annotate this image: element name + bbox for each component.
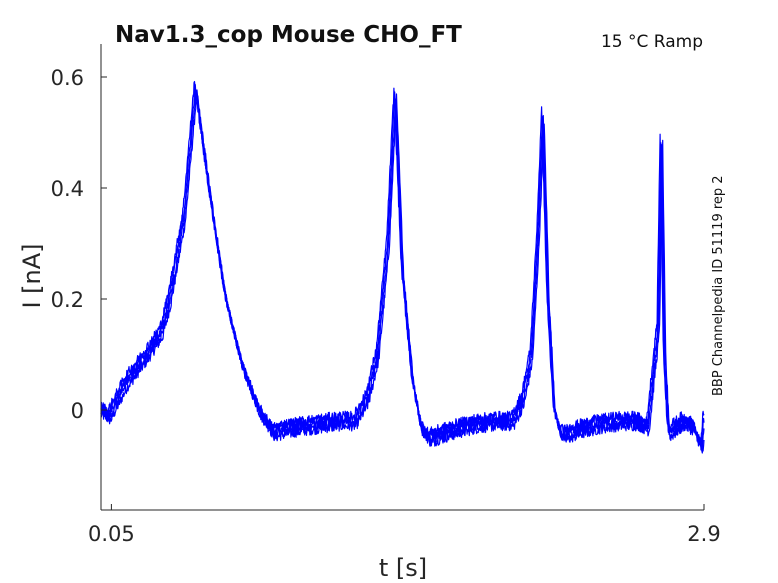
y-tick-group: 0 0.2 0.4 0.6 <box>51 66 107 423</box>
y-tick-label: 0.6 <box>51 66 84 90</box>
x-tick-label: 2.9 <box>687 522 720 546</box>
channelpedia-id-label: BBP Channelpedia ID 51119 rep 2 <box>711 175 726 396</box>
y-tick-label: 0.2 <box>51 288 84 312</box>
x-tick-label: 0.05 <box>88 522 135 546</box>
current-trace-line <box>100 80 705 447</box>
y-axis-label: I [nA] <box>18 243 46 308</box>
x-tick-group: 0.05 2.9 <box>88 504 721 546</box>
x-axis-label: t [s] <box>379 554 427 582</box>
condition-label: 15 °C Ramp <box>601 32 703 52</box>
trace-group <box>100 80 705 454</box>
y-tick-label: 0.4 <box>51 177 84 201</box>
y-tick-label: 0 <box>71 399 84 423</box>
chart-title: Nav1.3_cop Mouse CHO_FT <box>115 22 462 48</box>
